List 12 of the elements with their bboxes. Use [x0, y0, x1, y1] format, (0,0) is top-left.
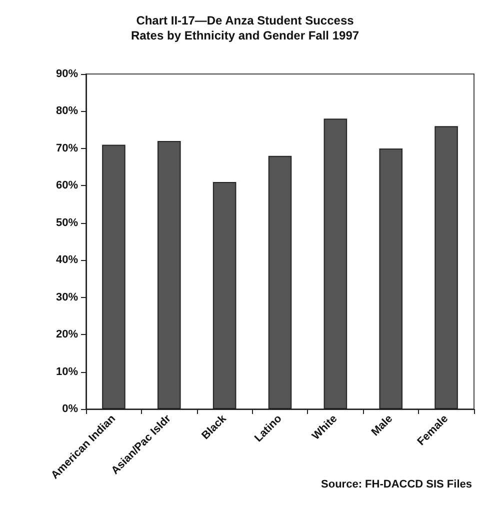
y-tick-label: 30%	[56, 291, 78, 304]
y-tick-label: 70%	[56, 142, 78, 154]
y-tick-label: 40%	[56, 254, 78, 266]
y-tick-label: 50%	[56, 216, 78, 229]
y-tick-label: 90%	[56, 68, 78, 80]
chart-title: Chart II-17—De Anza Student Success Rates by Ethnicity and Gender Fall 1997	[130, 14, 360, 42]
y-tick-label: 60%	[56, 180, 78, 192]
y-tick-label: 20%	[56, 328, 78, 341]
y-tick-label: 10%	[56, 366, 78, 378]
y-tick-label: 80%	[56, 105, 78, 118]
y-tick-label: 0%	[62, 403, 78, 415]
source-note: Source: FH-DACCD SIS Files	[321, 478, 472, 490]
